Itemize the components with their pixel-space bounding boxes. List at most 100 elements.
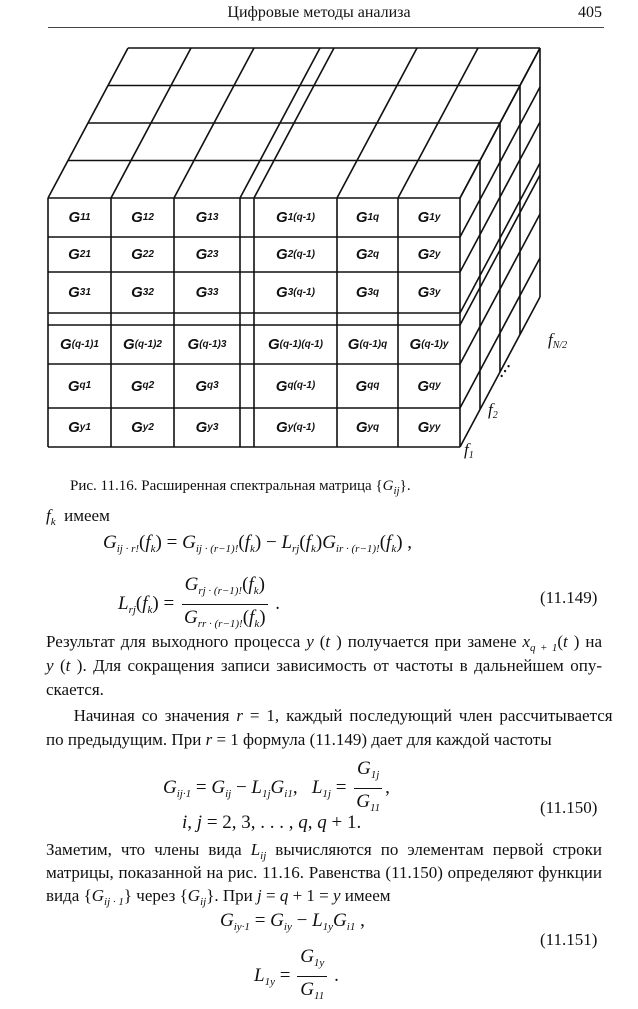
right-face-depth-line xyxy=(459,86,541,238)
text-run: ) − xyxy=(254,532,282,553)
text-run: вида { xyxy=(46,886,92,905)
text-line: по предыдущим. При r = 1 формула (11.149… xyxy=(46,728,602,752)
math-subscript: rj xyxy=(128,603,136,616)
matrix-cell: G (q-1)q xyxy=(347,336,388,353)
math-symbol: G xyxy=(356,791,370,812)
cell-symbol: G xyxy=(355,246,368,263)
matrix-cell: G 13 xyxy=(195,209,219,226)
text-line: матрицы, показанной на рис. 11.16. Равен… xyxy=(46,861,602,884)
matrix-cell: G 1q xyxy=(355,209,380,226)
math-subscript: k xyxy=(391,543,397,555)
math-symbol: G xyxy=(357,758,371,779)
cell-symbol: G xyxy=(355,284,368,301)
cell-symbol: G xyxy=(195,284,208,301)
cell-symbol: G xyxy=(417,377,429,395)
text-run: ) = xyxy=(155,532,183,553)
math-symbol: L xyxy=(254,964,265,986)
text-run: . xyxy=(329,964,339,986)
cell-symbol: G xyxy=(195,209,208,226)
label-symbol: f xyxy=(464,440,469,459)
text-run: ) xyxy=(259,607,266,628)
text-run: = xyxy=(191,776,212,798)
math-symbol: f xyxy=(244,532,250,553)
cell-symbol: G xyxy=(195,419,208,436)
math-symbol: q xyxy=(317,812,327,833)
math-symbol: r xyxy=(236,706,244,725)
cell-symbol: G xyxy=(60,336,72,353)
math-subscript: k xyxy=(147,603,153,616)
paragraph-note: Заметим, что члены вида Lij вычисляются … xyxy=(46,838,602,908)
math-symbol: y xyxy=(333,886,341,905)
math-subscript: ij · 1 xyxy=(104,896,124,908)
matrix-cell: G 2q xyxy=(355,246,380,263)
math-symbol: t xyxy=(325,632,331,651)
equation-number: (11.149) xyxy=(540,588,598,607)
math-symbol: G xyxy=(322,532,336,553)
text-run: ) = xyxy=(152,592,179,614)
text-run: − xyxy=(291,910,313,931)
math-symbol: f xyxy=(142,592,148,614)
math-symbol: G xyxy=(300,946,314,967)
cell-symbol: G xyxy=(417,284,430,301)
text-line-content: по предыдущим. При r = 1 формула (11.149… xyxy=(46,730,552,749)
cell-symbol: G xyxy=(67,377,80,395)
text-run: ( xyxy=(135,592,143,614)
top-face-depth-line xyxy=(239,47,321,199)
math-symbol: G xyxy=(382,478,394,494)
math-subscript: ir · (r−1)! xyxy=(335,543,380,555)
math-symbol: G xyxy=(333,910,347,931)
text-line-content: y (t ). Для сокращения записи зависимост… xyxy=(46,656,602,675)
math-symbol: f xyxy=(145,532,151,553)
math-subscript: ij xyxy=(225,787,232,800)
cell-symbol: G xyxy=(68,419,80,436)
math-symbol: t xyxy=(563,632,568,651)
math-subscript: i1 xyxy=(284,787,293,800)
equation-11-150-line1: Gij·1 = Gij − L1jGi1, L1j = G1j G11, xyxy=(163,756,390,821)
text-run: ( xyxy=(53,656,66,675)
numerator: Grj · (r−1)!(fk) xyxy=(181,572,268,605)
cell-symbol: G xyxy=(268,336,280,353)
math-subscript: k xyxy=(250,543,255,555)
equation-number: (11.151) xyxy=(540,930,598,949)
cell-symbol: G xyxy=(355,377,368,395)
math-symbol: t xyxy=(65,656,71,675)
math-subscript: ij·1 xyxy=(176,787,192,800)
text-run: = 1 формула (11.149) дает для каждой час… xyxy=(212,730,552,749)
matrix-cell: G 3y xyxy=(417,284,441,301)
matrix-cell: G 31 xyxy=(68,284,91,301)
text-run: Заметим, что члены вида xyxy=(46,840,251,859)
text-run: , xyxy=(307,812,318,833)
math-subscript: 11 xyxy=(314,990,325,1002)
text-line-content: Начиная со значения r = 1, каждый послед… xyxy=(46,706,613,725)
math-subscript: ij xyxy=(260,850,267,862)
cell-symbol: G xyxy=(409,336,422,353)
math-subscript: 11 xyxy=(369,802,381,814)
cell-symbol: G xyxy=(276,209,288,226)
text-run: − xyxy=(231,776,252,798)
text-run: ( xyxy=(238,532,245,553)
text-line: Результат для выходного процесса y (t ) … xyxy=(46,630,602,654)
math-subscript: iy·1 xyxy=(233,921,250,933)
math-symbol: G xyxy=(184,574,199,595)
math-symbol: y xyxy=(46,656,54,675)
math-symbol: G xyxy=(270,910,284,931)
math-subscript: ij xyxy=(200,896,207,908)
text-run: Рис. 11.16. Расширенная спектральная мат… xyxy=(70,478,383,494)
cell-symbol: G xyxy=(347,336,360,353)
matrix-cell: G 3q xyxy=(355,284,380,301)
frequency-label: f1 xyxy=(464,440,474,461)
matrix-cell: G (q-1)3 xyxy=(187,336,227,353)
math-symbol: L xyxy=(311,776,323,798)
math-symbol: j xyxy=(196,812,203,833)
math-symbol: G xyxy=(220,910,234,931)
text-run: ( xyxy=(379,532,387,553)
math-symbol: q xyxy=(298,812,308,833)
cell-symbol: G xyxy=(417,209,430,226)
matrix-cell: G 21 xyxy=(68,246,91,263)
text-run: , xyxy=(187,812,197,833)
math-subscript: ij · (r−1)! xyxy=(195,543,239,555)
